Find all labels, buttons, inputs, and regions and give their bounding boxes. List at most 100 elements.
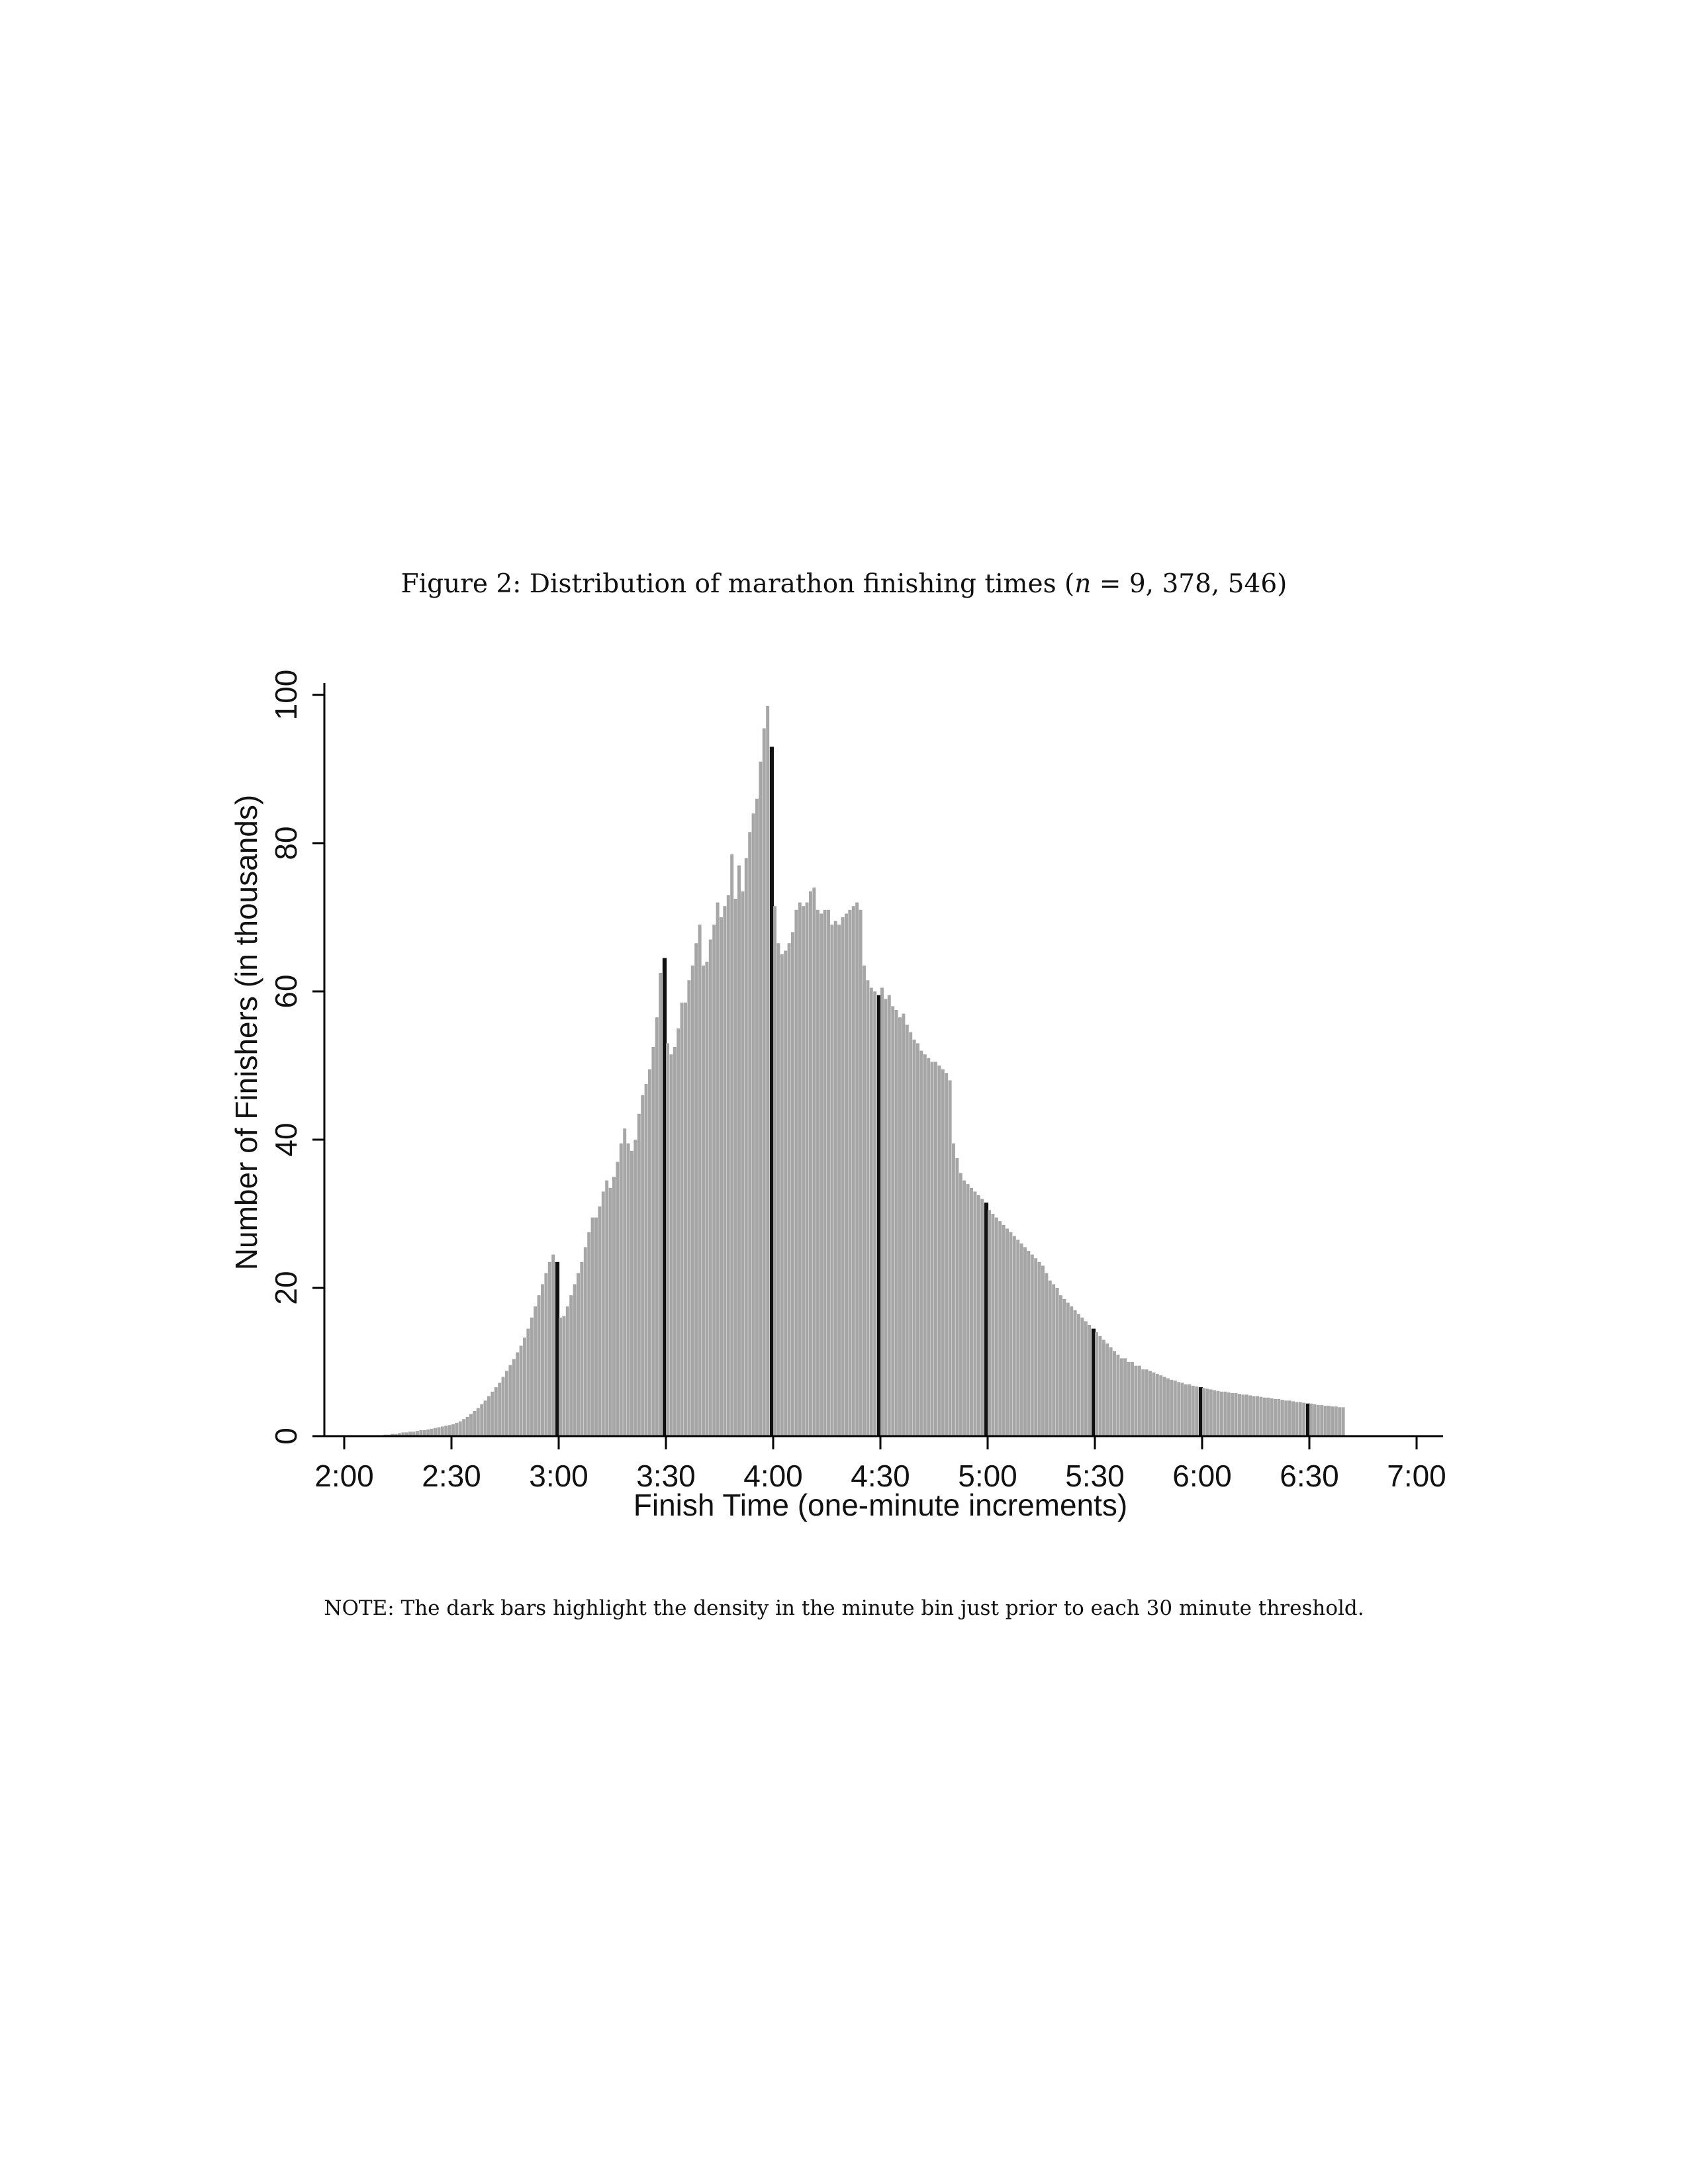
histogram-bar (1095, 1332, 1098, 1436)
histogram-bar (612, 1177, 616, 1436)
histogram-bar (716, 902, 720, 1436)
histogram-bar (626, 1143, 630, 1436)
histogram-bar (980, 1199, 984, 1436)
histogram-bar (565, 1306, 569, 1436)
histogram-bar (837, 925, 841, 1436)
histogram-bar (909, 1032, 913, 1436)
histogram-bar (519, 1345, 523, 1436)
histogram-bar (594, 1217, 598, 1436)
histogram-bar (1070, 1306, 1074, 1436)
histogram-bar (1227, 1392, 1231, 1436)
histogram-bar (851, 906, 855, 1436)
histogram-bar (1341, 1407, 1345, 1436)
x-tick-label: 2:30 (422, 1459, 481, 1493)
histogram-bar (1034, 1258, 1038, 1436)
histogram-bar (483, 1400, 487, 1436)
histogram-bar (1159, 1375, 1163, 1436)
histogram-bar (966, 1184, 970, 1436)
x-tick-label: 3:30 (636, 1459, 696, 1493)
histogram-bar (833, 921, 837, 1436)
histogram-bar (737, 865, 741, 1436)
histogram-bar (948, 1080, 952, 1436)
histogram-bar (1119, 1358, 1123, 1436)
histogram-bar (705, 962, 709, 1436)
histogram-bar (970, 1187, 973, 1436)
histogram-bar (1062, 1298, 1066, 1436)
histogram-bar (1052, 1284, 1056, 1436)
histogram-bar (845, 913, 848, 1436)
histogram-bar (894, 1010, 898, 1436)
highlight-bar (1091, 1328, 1096, 1436)
x-tick-label: 6:30 (1280, 1459, 1339, 1493)
histogram-bar (869, 987, 873, 1436)
histogram-bar (762, 728, 766, 1436)
histogram-bar (962, 1180, 966, 1436)
y-tick-label: 80 (269, 826, 303, 860)
histogram-bar (1331, 1406, 1335, 1436)
histogram-bar (880, 987, 884, 1436)
histogram-bar (1023, 1247, 1027, 1436)
histogram-bar (973, 1191, 977, 1436)
histogram-bar (616, 1161, 620, 1436)
histogram-bar (516, 1352, 520, 1436)
histogram-bar (726, 895, 730, 1436)
histogram-bar (887, 995, 891, 1436)
histogram-bar (1338, 1407, 1342, 1436)
histogram-bar (669, 1054, 673, 1436)
histogram-bar (458, 1421, 462, 1436)
histogram-bar (927, 1058, 931, 1436)
histogram-bar (923, 1054, 927, 1436)
histogram-bar (733, 899, 737, 1436)
histogram-bar (820, 913, 823, 1436)
histogram-bar (426, 1429, 430, 1436)
histogram-bar (1316, 1404, 1320, 1436)
histogram-bar (930, 1062, 934, 1436)
histogram-bar (1127, 1362, 1131, 1436)
histogram-bar (791, 932, 794, 1436)
histogram-bar (1131, 1362, 1134, 1436)
histogram-bar (891, 1006, 895, 1436)
histogram-bar (644, 1084, 648, 1436)
histogram-bar (573, 1284, 577, 1436)
histogram-bar (673, 1047, 677, 1436)
histogram-bar (766, 705, 770, 1436)
histogram-bar (480, 1404, 484, 1436)
caption-n-symbol: n (1074, 569, 1092, 599)
histogram-bar (1116, 1354, 1120, 1436)
histogram-bar (1145, 1369, 1149, 1436)
histogram-bar (773, 906, 776, 1436)
y-tick-label: 40 (269, 1122, 303, 1156)
histogram-bar (534, 1306, 538, 1436)
histogram-bar (816, 909, 820, 1436)
histogram-bar (1002, 1224, 1006, 1436)
histogram-bar (1123, 1358, 1127, 1436)
histogram-bar (498, 1383, 502, 1436)
histogram-bar (605, 1180, 609, 1436)
x-tick-label: 6:00 (1172, 1459, 1232, 1493)
histogram-bar (1284, 1400, 1288, 1436)
histogram-bar (1180, 1383, 1184, 1436)
histogram-bar (830, 925, 834, 1436)
histogram-bar (419, 1430, 423, 1436)
histogram-bar (690, 965, 694, 1436)
histogram-bar (1166, 1378, 1170, 1436)
caption-n-value: = 9, 378, 546) (1091, 569, 1288, 599)
histogram-bar (723, 906, 727, 1436)
histogram-bar (598, 1206, 602, 1436)
histogram-bar (873, 991, 877, 1436)
histogram-bar (730, 854, 734, 1436)
histogram-bar (941, 1069, 945, 1436)
histogram-bar (1309, 1403, 1313, 1436)
histogram-bar (1149, 1371, 1152, 1436)
histogram-bar (776, 943, 780, 1436)
histogram-bar (841, 917, 845, 1436)
histogram-bar (1055, 1288, 1059, 1436)
histogram-bar (562, 1316, 566, 1436)
caption-prefix: Figure 2: Distribution of marathon finis… (400, 569, 1075, 599)
histogram-bar (787, 943, 791, 1436)
histogram-bar (487, 1396, 491, 1436)
histogram-bar (1302, 1402, 1306, 1436)
histogram-bar (1323, 1406, 1327, 1436)
histogram-bar (623, 1128, 627, 1436)
y-tick-label: 20 (269, 1271, 303, 1304)
